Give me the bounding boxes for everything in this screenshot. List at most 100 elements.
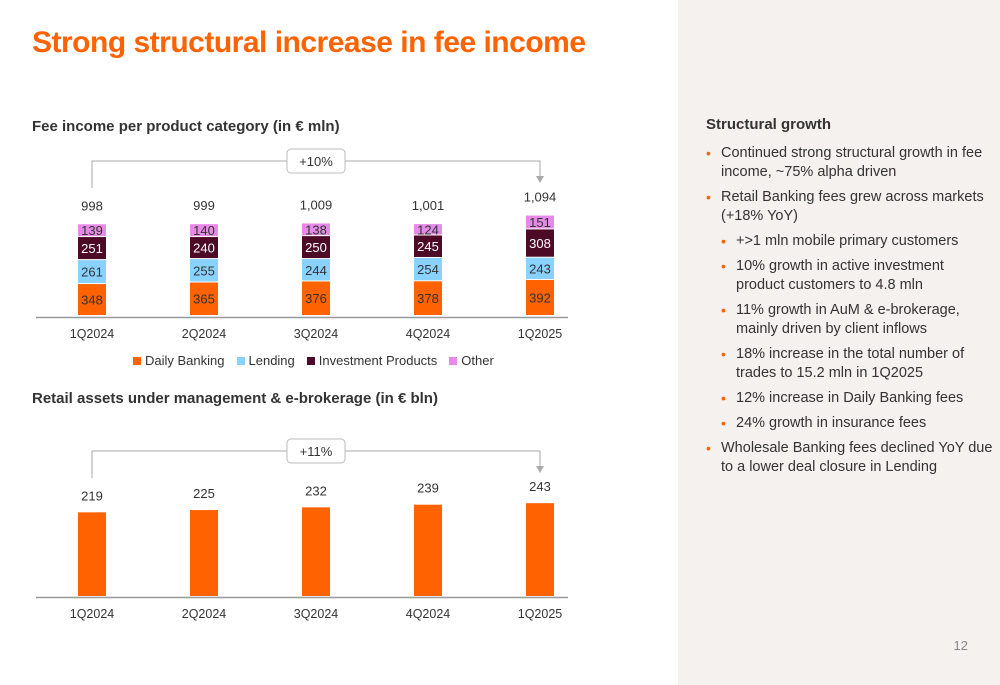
aum-chart-title: Retail assets under management & e-broke…: [32, 390, 438, 407]
data-label: 140: [193, 223, 215, 238]
data-label: 365: [193, 292, 215, 307]
bullet-dot-icon: •: [706, 189, 711, 205]
growth-badge: [286, 148, 346, 174]
bar-segment-other: [302, 223, 330, 236]
bar-segment-other: [190, 224, 218, 237]
bar-segment-daily-banking: [302, 281, 330, 315]
bullet-text: Retail Banking fees grew across markets …: [721, 189, 984, 224]
bar-segment-lending: [526, 257, 554, 280]
data-label: 254: [417, 262, 439, 277]
legend-item-daily-banking: Daily Banking: [133, 353, 225, 368]
bar-segment-investment-products: [526, 229, 554, 257]
bar-segment-daily-banking: [78, 284, 106, 315]
bar-segment-investment-products: [78, 237, 106, 260]
bar-segment-other: [526, 215, 554, 229]
bullet-dot-icon: •: [721, 233, 726, 249]
legend-swatch-other: [449, 356, 458, 365]
bar-segment-daily-banking: [414, 281, 442, 315]
bullet-text: +>1 mln mobile primary customers: [736, 233, 959, 249]
bar-segment-investment-products: [414, 235, 442, 257]
bullet-text: 24% growth in insurance fees: [736, 415, 927, 431]
x-tick-label: 3Q2024: [294, 607, 339, 621]
x-tick-label: 3Q2024: [294, 327, 339, 341]
x-tick-label: 4Q2024: [406, 607, 451, 621]
growth-arrow-icon: [536, 466, 544, 473]
total-label: 1,094: [524, 190, 557, 205]
fee-income-chart-title: Fee income per product category (in € ml…: [32, 118, 340, 135]
data-label: 139: [81, 223, 103, 238]
bullet-text: 12% increase in Daily Banking fees: [736, 390, 964, 406]
data-label: 378: [417, 291, 439, 306]
aum-bar: [302, 507, 330, 596]
x-tick-label: 2Q2024: [182, 327, 227, 341]
data-label: 348: [81, 293, 103, 308]
bullet-dot-icon: •: [706, 145, 711, 161]
bullet-dot-icon: •: [721, 258, 726, 274]
bullet-text: 10% growth in active investment product …: [736, 258, 944, 293]
data-label: 245: [417, 239, 439, 254]
bullet-dot-icon: •: [721, 346, 726, 362]
bar-segment-investment-products: [302, 236, 330, 259]
data-label: 255: [193, 263, 215, 278]
legend-item-other: Other: [449, 353, 494, 368]
aum-bar: [78, 512, 106, 596]
legend-label-lending: Lending: [248, 353, 295, 368]
aum-bar-chart: 219 1Q2024 225 2Q2024 232 3Q2024 239 4Q2024 243 1…: [36, 438, 568, 621]
data-label: 244: [305, 263, 327, 278]
data-label: 225: [193, 486, 215, 501]
x-tick-label: 2Q2024: [182, 607, 227, 621]
bullet-text: 18% increase in the total number of trad…: [736, 346, 965, 381]
data-label: 239: [417, 481, 439, 496]
legend-swatch-investment-products: [306, 356, 315, 365]
data-label: 232: [305, 483, 327, 498]
total-label: 1,009: [300, 197, 333, 212]
total-label: 999: [193, 198, 215, 213]
bar-segment-lending: [78, 260, 106, 284]
data-label: 219: [81, 488, 103, 503]
x-tick-label: 1Q2024: [70, 607, 115, 621]
growth-badge: [286, 438, 346, 464]
legend-item-investment-products: Investment Products: [306, 353, 438, 368]
bullet-text: 11% growth in AuM & e-brokerage, mainly …: [736, 302, 960, 337]
sub-bullet-item: • +>1 mln mobile primary customers: [721, 232, 996, 251]
bullet-text: Wholesale Banking fees declined YoY due …: [721, 440, 993, 475]
bar-segment-other: [414, 224, 442, 235]
data-label: 243: [529, 479, 551, 494]
bullet-item: • Continued strong structural growth in f…: [706, 144, 996, 182]
sub-bullet-item: • 12% increase in Daily Banking fees: [721, 389, 996, 408]
bar-segment-lending: [190, 259, 218, 282]
side-panel: Structural growth • Continued strong stru…: [678, 0, 1000, 685]
data-label: 251: [81, 241, 103, 256]
data-label: 250: [305, 240, 327, 255]
legend-label-other: Other: [461, 353, 494, 368]
bar-segment-daily-banking: [526, 280, 554, 315]
legend-item-lending: Lending: [236, 353, 295, 368]
bar-segment-investment-products: [190, 237, 218, 259]
legend-swatch-lending: [236, 356, 245, 365]
x-tick-label: 1Q2025: [518, 327, 563, 341]
sub-bullet-item: • 11% growth in AuM & e-brokerage, mainly…: [721, 301, 996, 339]
x-tick-label: 1Q2024: [70, 327, 115, 341]
bullet-item: • Wholesale Banking fees declined YoY due…: [706, 439, 996, 477]
fee-income-stacked-bar-chart: 348 261 251 139 998 1Q2024 365 255 240 140 999 2Q20…: [36, 148, 568, 341]
x-tick-label: 4Q2024: [406, 327, 451, 341]
bullet-dot-icon: •: [721, 415, 726, 431]
total-label: 998: [81, 198, 103, 213]
data-label: 376: [305, 291, 327, 306]
legend-swatch-daily-banking: [133, 356, 141, 365]
x-tick-label: 1Q2025: [518, 607, 563, 621]
aum-bar: [526, 503, 554, 596]
growth-badge-label: +10%: [299, 154, 333, 169]
bullet-text: Continued strong structural growth in fe…: [721, 145, 983, 180]
data-label: 124: [417, 222, 439, 237]
data-label: 151: [529, 215, 551, 230]
bullet-dot-icon: •: [721, 302, 726, 318]
bar-segment-lending: [414, 257, 442, 281]
legend-label-daily-banking: Daily Banking: [145, 353, 225, 368]
bullet-dot-icon: •: [721, 390, 726, 406]
growth-arrow-icon: [536, 176, 544, 183]
page-number: 12: [953, 638, 968, 653]
total-label: 1,001: [412, 198, 445, 213]
data-label: 308: [529, 236, 551, 251]
legend-label-investment-products: Investment Products: [318, 353, 438, 368]
